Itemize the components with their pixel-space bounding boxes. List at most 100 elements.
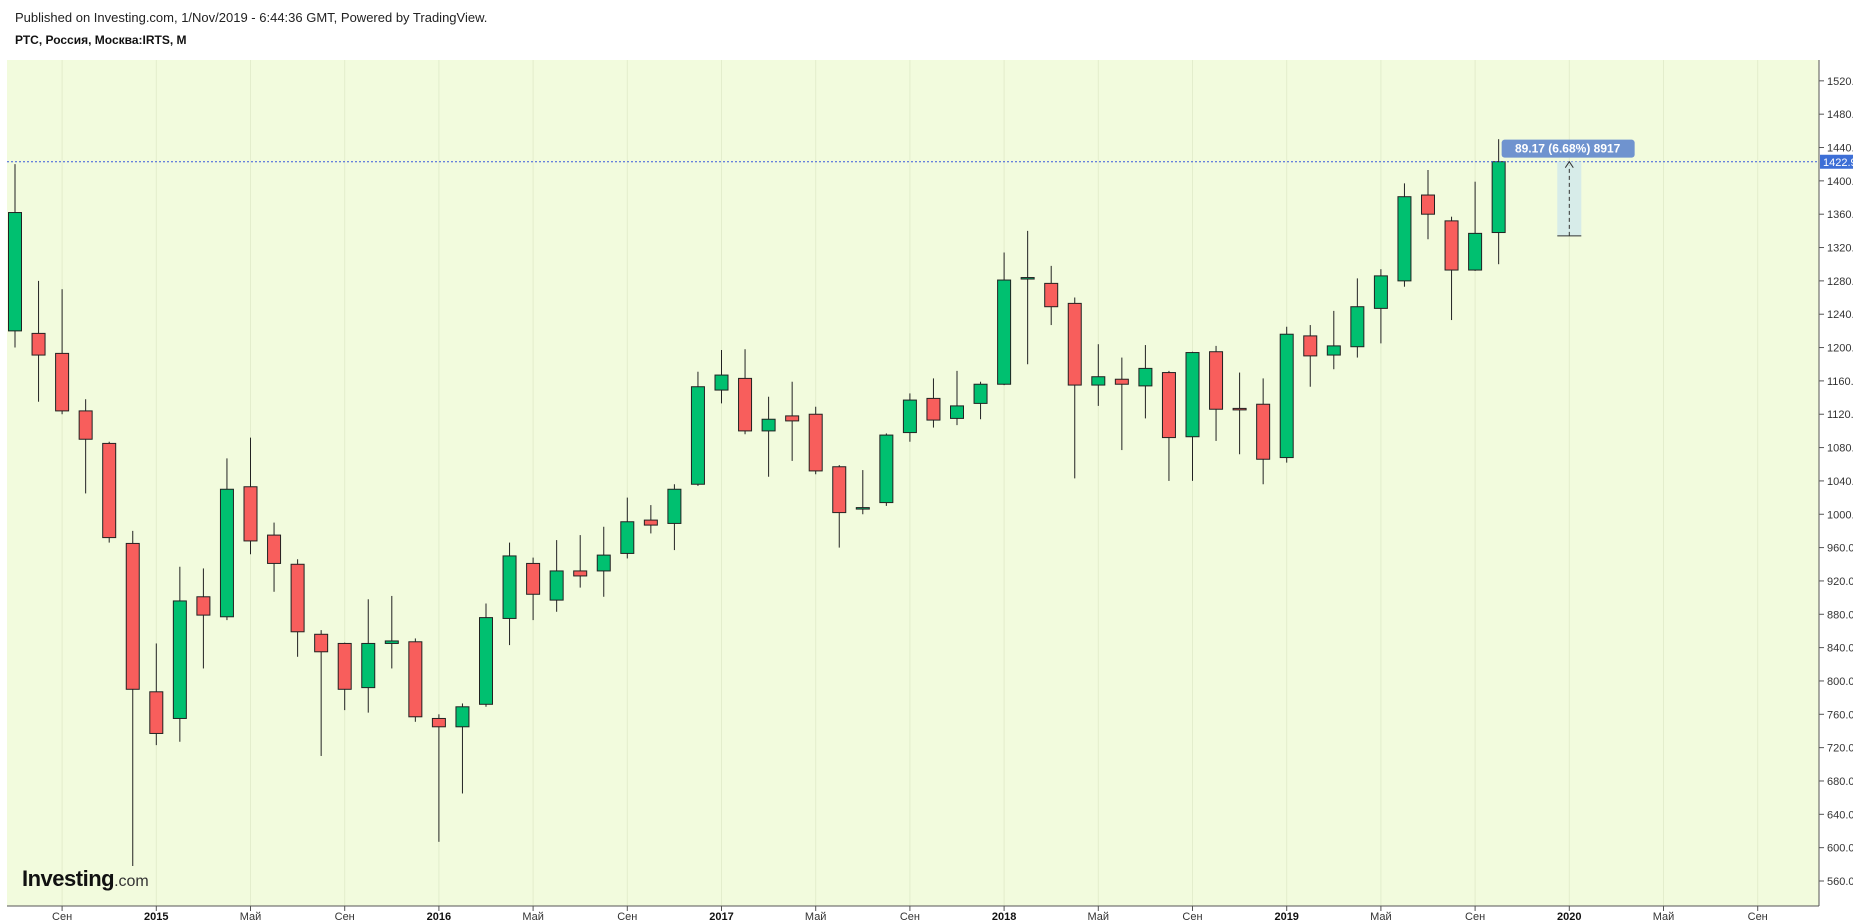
candle-body [1091,376,1106,386]
chart-header: Published on Investing.com, 1/Nov/2019 -… [0,0,1853,60]
candle-body [1397,196,1412,282]
candle-body [526,562,541,595]
candle-body [1279,333,1294,459]
candle-body [172,600,187,719]
candle-body [1326,345,1341,356]
candle [1020,230,1035,365]
candle-body [149,691,164,734]
candle-body [1067,302,1082,386]
candle [337,642,352,711]
x-tick-label: Сен [1182,911,1202,923]
candle [1161,370,1176,481]
plot-area[interactable] [7,60,1819,906]
y-tick-label: 640.00 [1827,809,1853,821]
y-tick-label: 1240.00 [1827,309,1853,321]
candle [1232,372,1247,455]
candle [620,497,635,559]
y-tick-label: 960.00 [1827,543,1853,555]
candle-body [714,374,729,391]
candle [1303,325,1318,387]
candle [879,433,894,506]
candle-body [55,352,70,412]
x-tick-label: Сен [1748,911,1768,923]
x-tick-label: Май [805,911,827,923]
x-tick-label: Сен [900,911,920,923]
candle [785,381,800,461]
y-tick-label: 880.00 [1827,609,1853,621]
published-caption: Published on Investing.com, 1/Nov/2019 -… [15,10,488,25]
x-tick-label: 2016 [427,911,451,923]
candle-body [643,519,658,526]
candle [1373,269,1388,344]
y-tick-label: 1200.00 [1827,343,1853,355]
y-tick-label: 1280.00 [1827,276,1853,288]
candle [361,599,376,713]
x-tick-label: Май [522,911,544,923]
candle [1185,351,1200,481]
candle [1491,139,1506,265]
x-tick-label: Сен [52,911,72,923]
x-axis[interactable]: Сен 2015 Май Сен 2016 Май Сен 2017 Май Сен 2018 Май… [52,906,1768,923]
candle-body [620,521,635,554]
candle-body [1114,378,1129,385]
candle [31,280,46,402]
x-tick-label: Май [1088,911,1110,923]
candle [1421,170,1435,240]
candle [243,437,258,555]
candle [408,638,423,722]
candle [1326,310,1341,370]
candle-body [314,633,329,653]
candle-body [431,717,446,728]
candle [573,535,588,588]
candle-body [1020,277,1035,280]
logo-brand: Investing [22,866,115,891]
candle-body [1161,372,1176,439]
candle [1397,183,1412,287]
candle [667,484,682,551]
candle [196,568,211,669]
candle [1209,345,1224,441]
candle [1468,181,1483,271]
candle-body [102,442,117,539]
candle-body [1444,220,1459,271]
candle-body [455,706,470,728]
candle-body [1209,351,1224,410]
candle [926,378,941,428]
candle-body [1044,282,1059,308]
y-tick-label: 920.00 [1827,576,1853,588]
investing-logo: Investing.com [22,866,149,892]
candle-body [1185,352,1200,438]
candle [596,526,611,597]
y-tick-label: 1040.00 [1827,476,1853,488]
candle [314,630,329,756]
candle [643,505,658,534]
candle-body [1421,194,1435,215]
candle-body [549,570,564,601]
candle [149,643,164,746]
candle-body [78,410,93,440]
x-tick-label: Май [1653,911,1675,923]
candle [55,289,70,415]
candle [8,164,22,348]
candle [1256,378,1271,485]
candle-body [855,507,870,510]
last-price-label: 1422.92 [1823,157,1853,169]
candle [1444,216,1459,321]
candle [1067,297,1082,479]
candle-body [384,640,399,644]
candle-body [125,542,140,690]
candle-body [785,415,800,422]
candle-body [761,418,776,432]
candle-body [902,399,917,434]
candle [1091,344,1106,406]
y-tick-label: 1080.00 [1827,443,1853,455]
candle-body [361,642,376,689]
candle [973,381,988,420]
candle [1279,326,1294,463]
y-axis[interactable]: 560.00 600.00 640.00 680.00 720.00 760.00 800.… [1819,76,1853,888]
candle-body [667,488,682,524]
y-tick-label: 1000.00 [1827,509,1853,521]
candle [1138,345,1153,419]
y-tick-label: 1320.00 [1827,243,1853,255]
